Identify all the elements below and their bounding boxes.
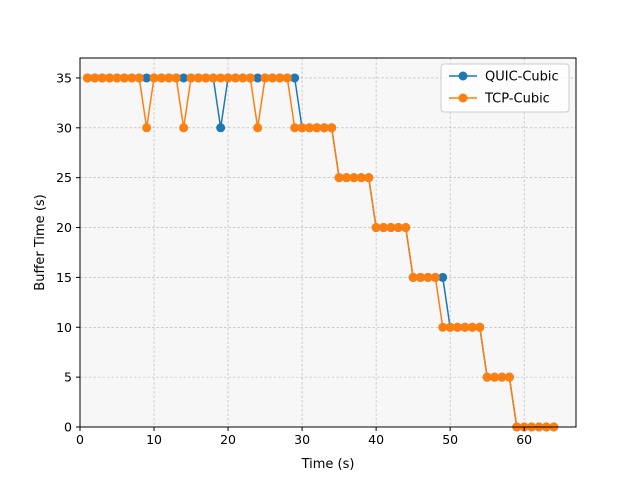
data-point (393, 223, 403, 233)
data-point (467, 322, 477, 332)
x-tick-label: 50 (442, 432, 458, 447)
data-point (90, 73, 100, 83)
y-tick-label: 0 (64, 420, 72, 435)
legend-label-tcp-cubic: TCP-Cubic (484, 92, 550, 107)
data-point (319, 123, 329, 133)
legend-marker-tcp-cubic (458, 93, 468, 103)
legend: QUIC-Cubic TCP-Cubic (440, 63, 570, 113)
data-point (186, 73, 196, 83)
data-point (290, 73, 300, 83)
data-point (260, 73, 270, 83)
data-point (297, 123, 307, 133)
data-point (149, 73, 159, 83)
data-point (179, 73, 189, 83)
data-point (156, 73, 166, 83)
data-point (282, 73, 292, 83)
data-point (460, 322, 470, 332)
data-point (119, 73, 129, 83)
data-point (304, 123, 314, 133)
data-point (423, 272, 433, 282)
data-point (453, 322, 463, 332)
legend-label-quic-cubic: QUIC-Cubic (485, 70, 559, 85)
plot-area (80, 58, 576, 427)
y-tick-label: 25 (56, 170, 72, 185)
data-point (201, 73, 211, 83)
data-point (379, 223, 389, 233)
data-point (142, 73, 152, 83)
data-point (371, 223, 381, 233)
x-tick-label: 10 (146, 432, 162, 447)
y-tick-label: 5 (64, 370, 72, 385)
data-point (416, 272, 426, 282)
data-point (253, 123, 263, 133)
data-point (134, 73, 144, 83)
y-tick-label: 20 (56, 220, 72, 235)
data-point (253, 73, 263, 83)
x-tick-label: 40 (368, 432, 384, 447)
y-tick-label: 35 (56, 70, 72, 85)
data-point (497, 372, 507, 382)
legend-marker-quic-cubic (458, 71, 468, 81)
data-point (208, 73, 218, 83)
x-tick-label: 20 (220, 432, 236, 447)
y-axis-ticks: 0 5 10 15 20 25 30 35 (56, 70, 80, 435)
data-point (245, 73, 255, 83)
x-tick-label: 0 (76, 432, 84, 447)
series-tcp-cubic (82, 73, 559, 432)
data-point (364, 173, 374, 183)
data-point (164, 73, 174, 83)
data-point (216, 73, 226, 83)
data-point (142, 123, 152, 133)
data-point (401, 223, 411, 233)
data-point (97, 73, 107, 83)
data-point (504, 372, 514, 382)
data-point (342, 173, 352, 183)
data-point (430, 272, 440, 282)
data-point (112, 73, 122, 83)
data-point (490, 372, 500, 382)
data-point (475, 322, 485, 332)
data-point (179, 123, 189, 133)
y-tick-label: 30 (56, 120, 72, 135)
data-point (171, 73, 181, 83)
plot-frame (79, 57, 577, 428)
data-point (356, 173, 366, 183)
data-point (445, 322, 455, 332)
x-tick-label: 60 (516, 432, 532, 447)
data-point (82, 73, 92, 83)
data-point (408, 272, 418, 282)
data-point (334, 173, 344, 183)
data-point (312, 123, 322, 133)
data-point (438, 272, 448, 282)
data-point (193, 73, 203, 83)
data-point (223, 73, 233, 83)
x-axis-ticks: 0 10 20 30 40 50 60 (76, 427, 532, 447)
data-point (438, 322, 448, 332)
data-point (327, 123, 337, 133)
data-point (482, 372, 492, 382)
data-point (238, 73, 248, 83)
data-point (290, 123, 300, 133)
data-point (349, 173, 359, 183)
data-point (127, 73, 137, 83)
data-point (230, 73, 240, 83)
x-tick-label: 30 (294, 432, 310, 447)
y-axis-label: Buffer Time (s) (33, 194, 48, 290)
y-tick-label: 10 (56, 320, 72, 335)
data-point (275, 73, 285, 83)
data-point (216, 123, 226, 133)
data-point (105, 73, 115, 83)
data-point (386, 223, 396, 233)
data-point (267, 73, 277, 83)
y-tick-label: 15 (56, 270, 72, 285)
x-axis-label: Time (s) (301, 457, 355, 472)
